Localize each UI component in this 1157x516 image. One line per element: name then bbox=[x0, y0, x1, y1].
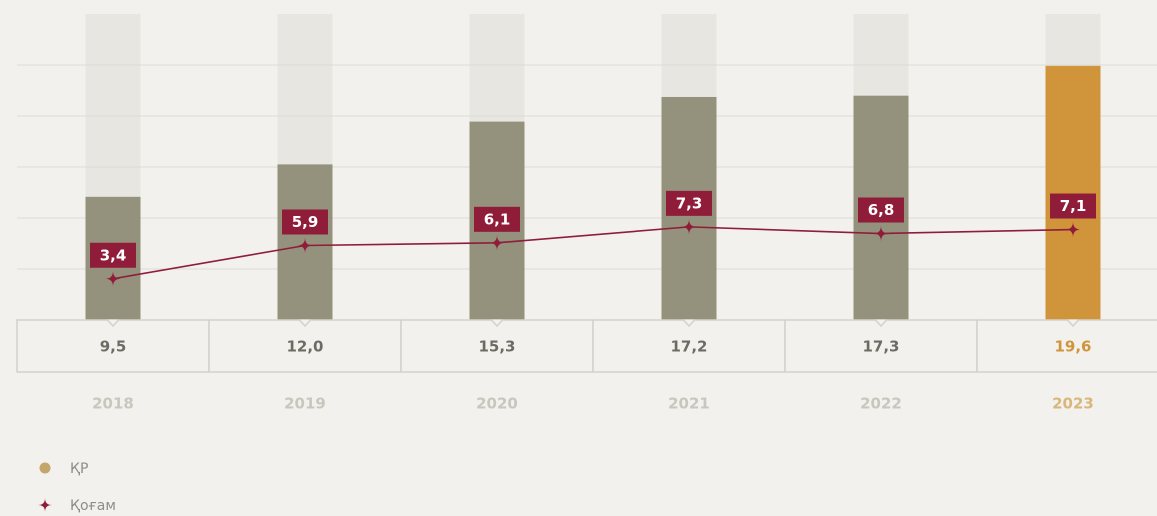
bar-value-label: 12,0 bbox=[286, 338, 323, 356]
line-label-box bbox=[474, 206, 520, 232]
bar-value-label: 15,3 bbox=[478, 338, 515, 356]
line-label-box bbox=[1050, 193, 1096, 219]
value-cell bbox=[784, 319, 978, 373]
x-tick-label: 2020 bbox=[476, 395, 518, 413]
bar-value-label: 9,5 bbox=[100, 338, 127, 356]
x-tick-label: 2023 bbox=[1052, 395, 1094, 413]
line-value-label: 7,3 bbox=[676, 194, 703, 212]
line-point bbox=[681, 218, 697, 235]
cell-notch bbox=[298, 318, 312, 328]
value-cell bbox=[400, 319, 594, 373]
cell-notch bbox=[106, 318, 120, 328]
x-tick-label: 2022 bbox=[860, 395, 902, 413]
bar-value-label: 19,6 bbox=[1054, 338, 1091, 356]
value-cell bbox=[976, 319, 1157, 373]
line-point bbox=[873, 225, 889, 242]
legend-label: Қоғам bbox=[70, 498, 116, 514]
line-point bbox=[1065, 221, 1081, 238]
line-point bbox=[297, 237, 313, 254]
line-label-box bbox=[90, 242, 136, 268]
line-point bbox=[105, 270, 121, 287]
line-value-label: 6,8 bbox=[868, 201, 895, 219]
legend-label: ҚР bbox=[70, 461, 88, 477]
line-value-label: 3,4 bbox=[100, 246, 127, 264]
x-tick-label: 2021 bbox=[668, 395, 710, 413]
cell-notch bbox=[490, 318, 504, 328]
line-label-box bbox=[282, 209, 328, 235]
legend-marker bbox=[38, 498, 52, 512]
line bbox=[112, 226, 1074, 280]
x-tick-label: 2018 bbox=[92, 395, 134, 413]
bar-value-label: 17,2 bbox=[670, 338, 707, 356]
line-label-box bbox=[666, 190, 712, 216]
x-tick-label: 2019 bbox=[284, 395, 326, 413]
cell-notch bbox=[1066, 318, 1080, 328]
value-cell bbox=[208, 319, 402, 373]
value-cell bbox=[16, 319, 210, 373]
bar-value-label: 17,3 bbox=[862, 338, 899, 356]
line-value-label: 7,1 bbox=[1060, 197, 1087, 215]
line-value-label: 6,1 bbox=[484, 210, 511, 228]
line-label-box bbox=[858, 197, 904, 223]
line-value-label: 5,9 bbox=[292, 213, 319, 231]
cell-notch bbox=[682, 318, 696, 328]
legend-marker bbox=[39, 462, 51, 474]
cell-notch bbox=[874, 318, 888, 328]
line-point bbox=[489, 234, 505, 251]
value-cell bbox=[592, 319, 786, 373]
bar bbox=[1045, 65, 1101, 320]
